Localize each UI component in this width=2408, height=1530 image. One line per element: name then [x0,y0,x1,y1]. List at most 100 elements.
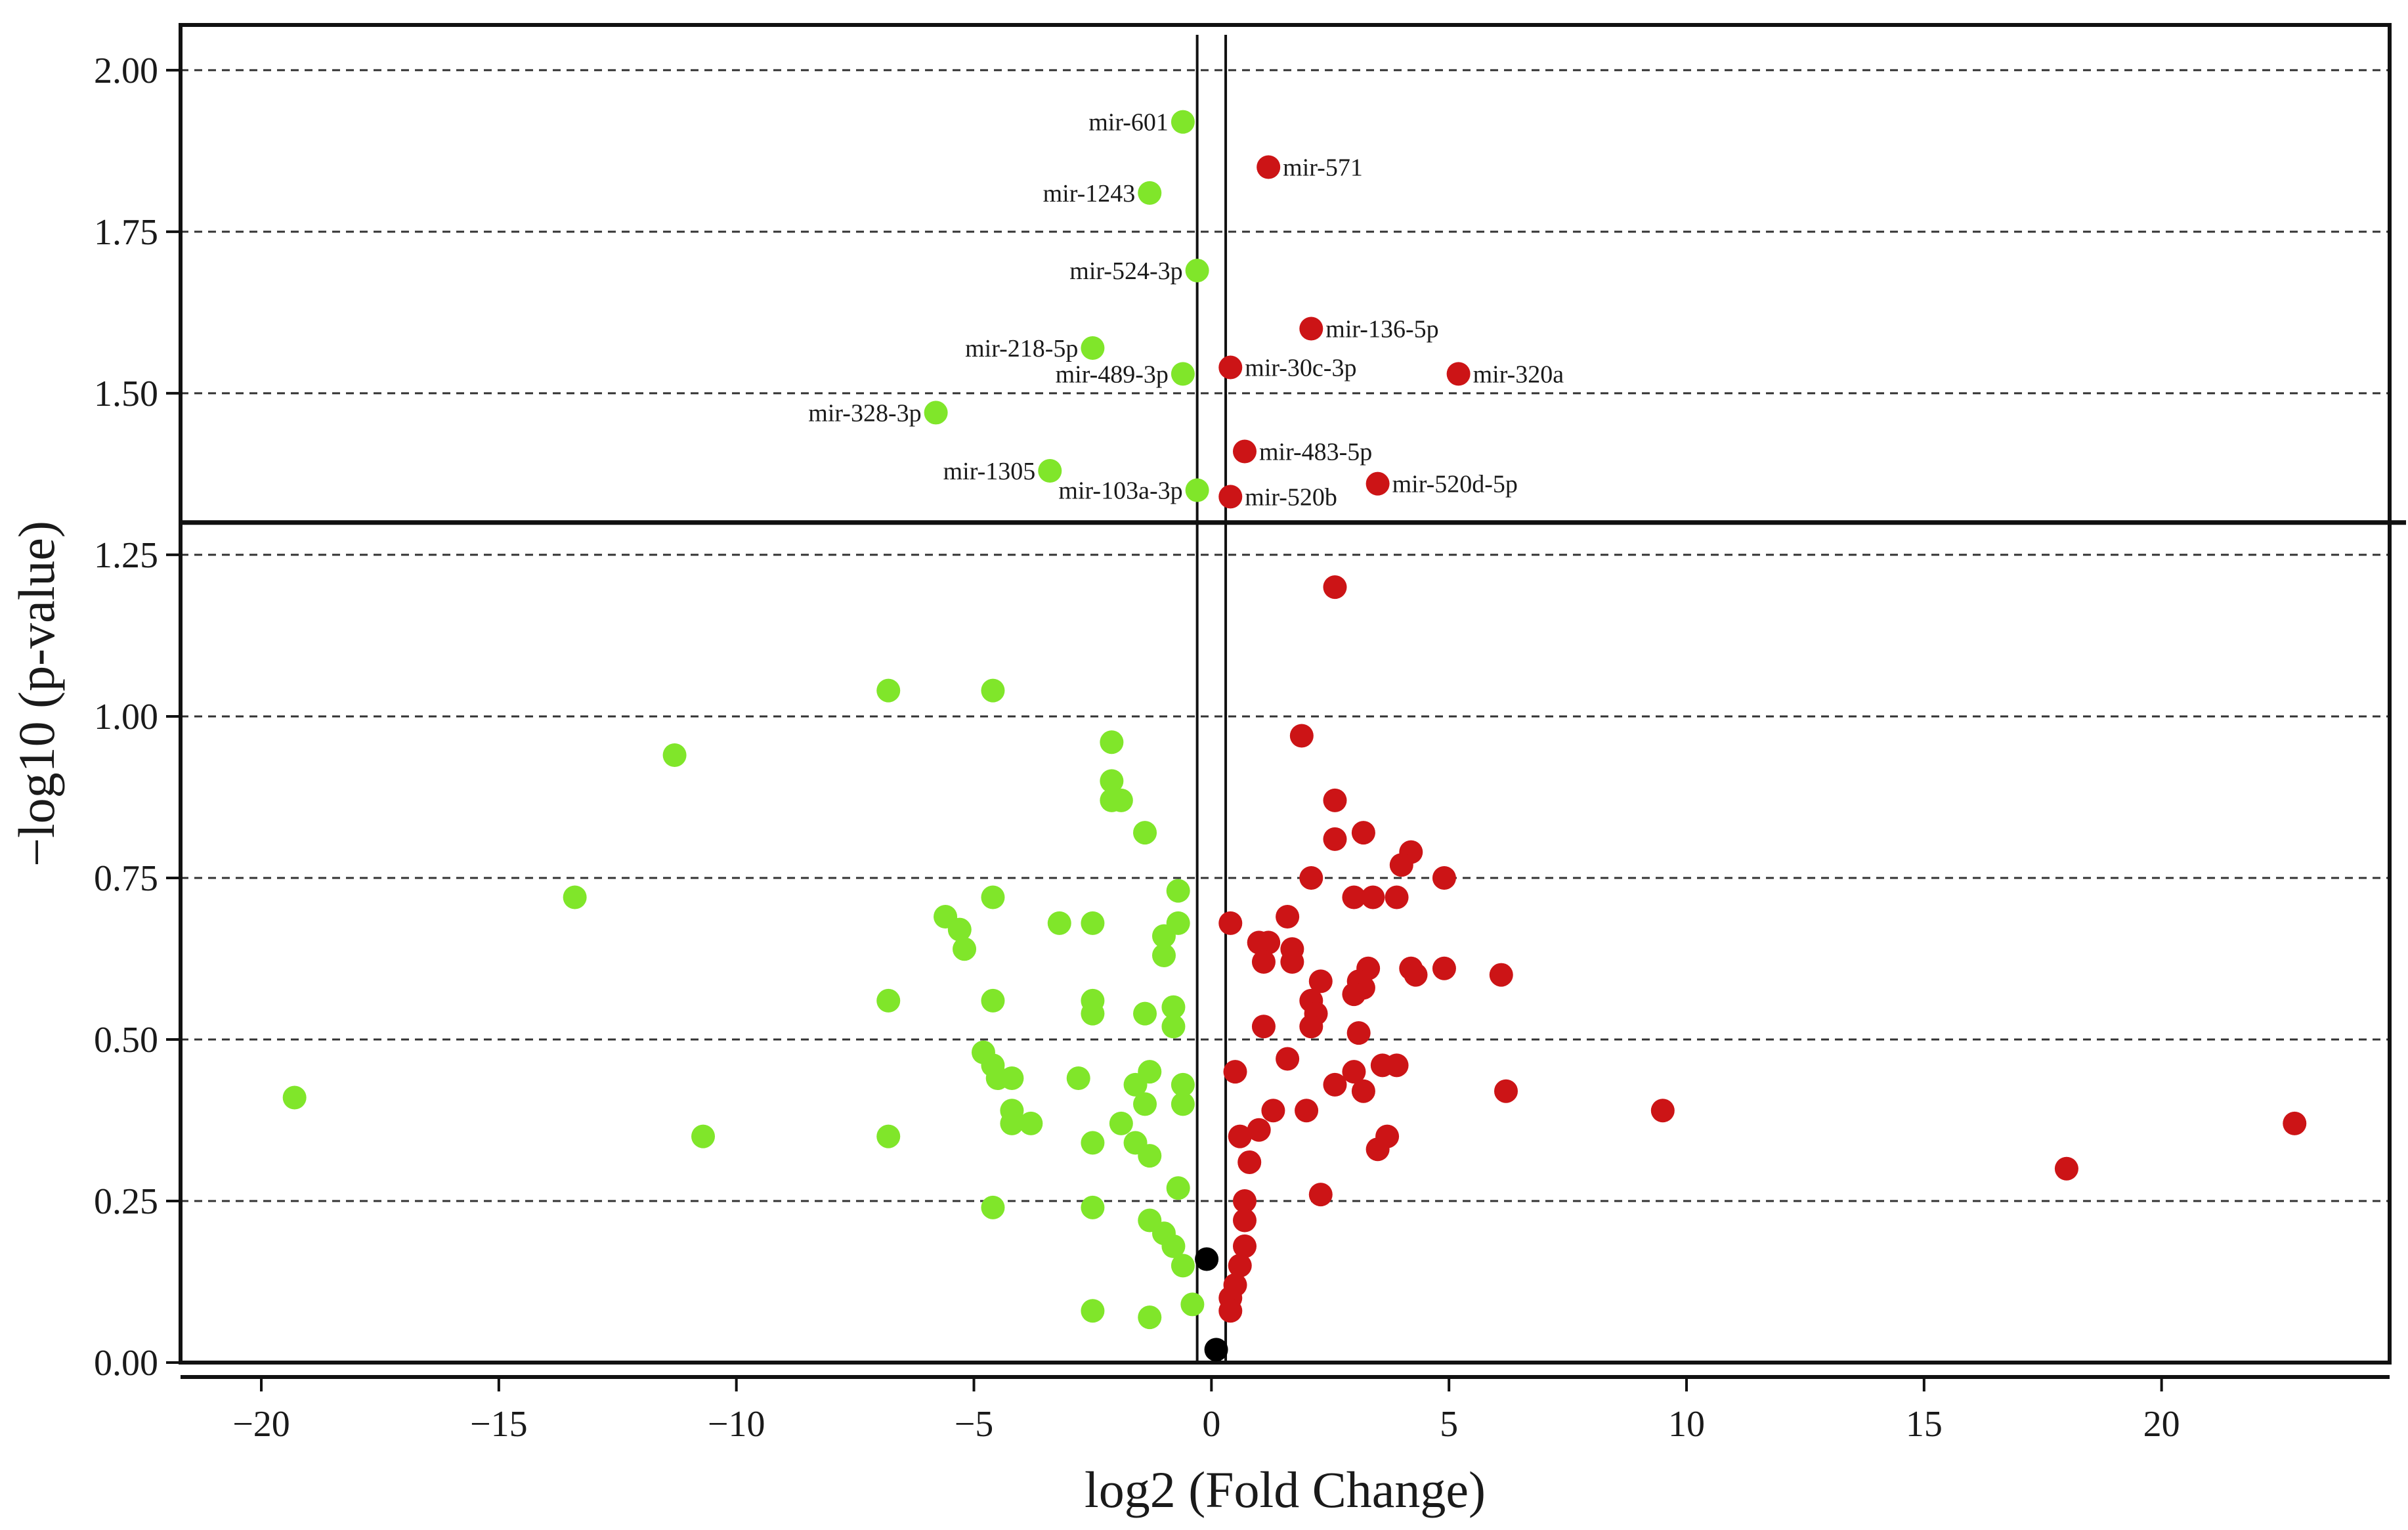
point-up [1257,930,1281,955]
point-label: mir-483-5p [1259,438,1372,466]
axes: 0.00 0.25 0.50 0.75 1.00 1.25 1.50 1.75 2.00 −20 −… [94,23,2392,1445]
point-down [1109,1111,1133,1135]
point-down [981,1195,1005,1219]
point-label: mir-1243 [1043,180,1136,208]
point-down [1151,944,1176,968]
point-label: mir-1305 [943,458,1036,485]
point-down [1166,911,1190,935]
y-tick-label: 1.50 [94,374,158,414]
point-up [1365,1137,1390,1162]
point-down [876,1124,901,1148]
point-down [1180,1292,1205,1317]
point-up [1251,950,1276,974]
point-up [1276,1047,1300,1071]
point-down [1138,1305,1162,1330]
point-significant-down [1171,362,1195,386]
point-up [1494,1079,1518,1103]
point-down [691,1124,716,1148]
point-significant-up [1299,317,1323,341]
thresholds [181,35,2406,1363]
point-significant-down [1185,258,1209,282]
point-down [1138,1144,1162,1168]
point-significant-down [1171,110,1195,134]
point-up [1228,1254,1252,1278]
point-up [1385,1053,1409,1078]
point-label: mir-136-5p [1325,316,1438,343]
point-down [1161,995,1186,1019]
point-up [1308,969,1333,994]
point-down [1047,911,1071,935]
point-up [1323,575,1347,600]
data-points [282,110,2307,1362]
point-labels: mir-601mir-1243mir-524-3pmir-218-5pmir-4… [808,109,1564,512]
y-tick-label: 0.00 [94,1343,158,1384]
point-label: mir-320a [1473,361,1564,388]
point-down [1161,1234,1186,1258]
point-significant-up [1218,485,1243,509]
point-down [563,885,587,909]
point-down [662,743,687,767]
point-label: mir-601 [1088,109,1169,137]
point-up [1232,1208,1257,1233]
y-tick-label: 1.75 [94,212,158,253]
point-up [1342,982,1366,1007]
y-tick-label: 0.50 [94,1020,158,1060]
point-significant-up [1365,471,1390,496]
point-up [1251,1015,1276,1039]
point-down [876,988,901,1013]
point-up [1237,1150,1262,1174]
point-up [1232,1189,1257,1213]
point-down [1138,1060,1162,1084]
point-down [1109,788,1133,812]
point-label: mir-571 [1283,154,1363,181]
point-up [1289,724,1314,748]
point-label: mir-103a-3p [1058,477,1182,505]
y-tick-label: 0.25 [94,1181,158,1222]
point-up [2054,1156,2078,1181]
point-up [1247,1118,1271,1142]
x-tick-label: −15 [470,1404,528,1445]
point-up [2283,1111,2307,1135]
point-significant-up [1257,155,1281,179]
point-up [1432,865,1456,890]
point-up [1489,963,1513,987]
point-down [1171,1072,1195,1097]
point-significant-down [1038,459,1062,483]
point-up [1342,885,1366,909]
x-axis-title: log2 (Fold Change) [1085,1461,1486,1518]
point-up [1361,885,1385,909]
x-tick-label: 5 [1440,1404,1458,1445]
point-label: mir-30c-3p [1245,355,1356,382]
point-significant-up [1232,439,1257,464]
y-axis-title: −log10 (p-value) [8,521,65,867]
point-up [1218,911,1243,935]
point-up [1280,950,1304,974]
point-significant-down [1185,478,1209,502]
point-down [1081,1001,1105,1026]
point-up [1650,1099,1675,1123]
x-tick-label: 0 [1202,1404,1220,1445]
point-up [1342,1060,1366,1084]
point-up [1385,885,1409,909]
point-down [981,678,1005,703]
point-up [1232,1234,1257,1258]
x-tick-label: 10 [1668,1404,1705,1445]
y-tick-label: 2.00 [94,51,158,91]
point-up [1276,905,1300,929]
y-tick-label: 1.00 [94,697,158,737]
point-down [1100,730,1124,754]
point-up [1404,963,1428,987]
point-up [1432,956,1456,980]
point-significant-down [924,401,948,425]
point-not-significant [1195,1247,1219,1271]
point-down [1066,1066,1090,1091]
point-up [1308,1183,1333,1207]
x-tick-label: 20 [2143,1404,2180,1445]
point-down [1166,879,1190,903]
point-down [282,1085,307,1110]
point-down [1133,1001,1157,1026]
point-down [947,917,972,942]
point-up [1351,1079,1375,1103]
point-down [1081,1299,1105,1323]
